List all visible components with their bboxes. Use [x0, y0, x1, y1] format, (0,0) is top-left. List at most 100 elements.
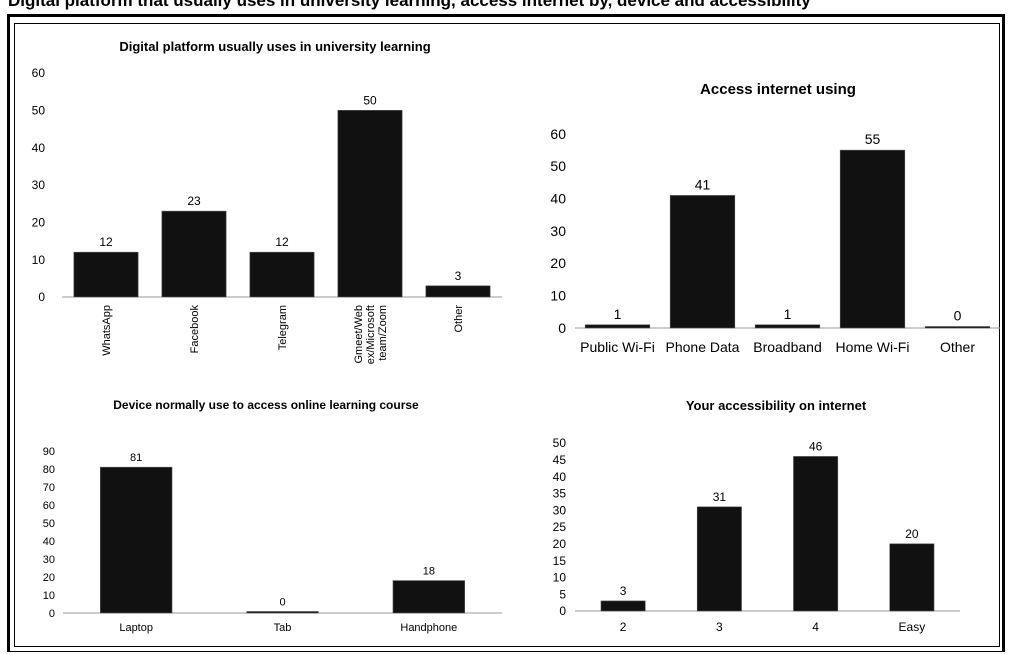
y-tick-label: 70 [43, 482, 55, 494]
y-tick-label: 10 [32, 253, 46, 267]
y-tick-label: 60 [550, 126, 566, 142]
bar [889, 543, 935, 612]
y-tick-label: 50 [550, 158, 566, 174]
bar [793, 456, 839, 612]
category-label: team/Zoom [377, 305, 389, 361]
category-label: 3 [716, 620, 723, 634]
chart-title: Device normally use to access online lea… [113, 398, 419, 412]
y-tick-label: 30 [553, 503, 567, 517]
chart-title: Digital platform usually uses in univers… [119, 39, 430, 54]
figure-caption: Digital platform that usually uses in un… [0, 0, 1009, 14]
y-tick-label: 15 [553, 554, 567, 568]
category-label: Handphone [400, 622, 457, 634]
bar [161, 210, 227, 298]
category-label: ex/Microsoft [365, 305, 377, 364]
category-label: Home Wi-Fi [836, 339, 910, 355]
data-label: 18 [423, 566, 435, 578]
bar [246, 611, 319, 614]
y-tick-label: 40 [550, 191, 566, 207]
bar [392, 580, 465, 614]
y-tick-label: 35 [553, 487, 567, 501]
y-tick-label: 80 [43, 464, 55, 476]
data-label: 50 [363, 93, 377, 107]
data-label: 1 [614, 306, 622, 322]
data-label: 20 [905, 527, 919, 541]
y-tick-label: 60 [43, 500, 55, 512]
category-label: Tab [274, 622, 292, 634]
category-label: 4 [812, 620, 819, 634]
category-label: 2 [620, 620, 627, 634]
bar [337, 110, 403, 298]
figure-frame [7, 14, 1005, 652]
y-tick-label: 20 [32, 216, 46, 230]
y-tick-label: 0 [558, 320, 566, 336]
y-tick-label: 5 [559, 587, 566, 601]
chart-accessibility: Your accessibility on internet0510152025… [553, 398, 960, 634]
data-label: 0 [954, 308, 962, 324]
data-label: 31 [713, 490, 727, 504]
y-tick-label: 50 [32, 104, 46, 118]
data-label: 23 [187, 194, 201, 208]
figure-inner-border [14, 23, 1000, 647]
category-label: Public Wi-Fi [580, 339, 655, 355]
y-tick-label: 40 [553, 470, 567, 484]
bar [669, 195, 736, 329]
y-tick-label: 40 [43, 536, 55, 548]
y-tick-label: 50 [553, 436, 567, 450]
category-label: Broadband [753, 339, 822, 355]
figure-caption-text: Digital platform that usually uses in un… [8, 0, 811, 10]
bar [924, 326, 991, 329]
category-label: Phone Data [666, 339, 740, 355]
data-label: 12 [99, 235, 113, 249]
y-tick-label: 30 [32, 178, 46, 192]
y-tick-label: 40 [32, 141, 46, 155]
y-tick-label: 45 [553, 453, 567, 467]
y-tick-label: 20 [553, 537, 567, 551]
bar [73, 251, 139, 298]
chart-digital-platform: Digital platform usually uses in univers… [32, 39, 502, 364]
y-tick-label: 0 [559, 604, 566, 618]
data-label: 3 [455, 269, 462, 283]
y-tick-label: 10 [553, 571, 567, 585]
category-label: Other [453, 305, 465, 333]
y-tick-label: 10 [550, 288, 566, 304]
category-label: Gmeet/Web [353, 305, 365, 364]
bar [425, 285, 491, 298]
y-tick-label: 20 [43, 572, 55, 584]
y-tick-label: 60 [32, 66, 46, 80]
data-label: 12 [275, 235, 289, 249]
bar [584, 324, 651, 329]
category-label: Facebook [189, 305, 201, 354]
category-label: Telegram [277, 305, 289, 350]
data-label: 81 [130, 452, 142, 464]
chart-device: Device normally use to access online lea… [43, 398, 502, 634]
data-label: 55 [865, 131, 881, 147]
data-label: 0 [279, 597, 285, 609]
bar [754, 324, 821, 329]
data-label: 1 [784, 306, 792, 322]
bar [249, 251, 315, 298]
y-tick-label: 90 [43, 446, 55, 458]
y-tick-label: 30 [43, 554, 55, 566]
y-tick-label: 10 [43, 590, 55, 602]
chart-access-internet: Access internet using01020304050601Publi… [550, 81, 1000, 355]
y-tick-label: 30 [550, 223, 566, 239]
bar [839, 149, 906, 329]
bar [600, 600, 646, 612]
chart-title: Your accessibility on internet [686, 398, 867, 413]
data-label: 46 [809, 439, 823, 453]
bar [696, 506, 742, 612]
bar [100, 466, 173, 614]
y-tick-label: 20 [550, 255, 566, 271]
y-tick-label: 0 [49, 608, 55, 620]
y-tick-label: 50 [43, 518, 55, 530]
chart-title: Access internet using [700, 81, 856, 98]
category-label: Other [940, 339, 975, 355]
category-label: WhatsApp [101, 305, 113, 356]
y-tick-label: 0 [38, 290, 45, 304]
data-label: 41 [695, 176, 711, 192]
data-label: 3 [620, 584, 627, 598]
y-tick-label: 25 [553, 520, 567, 534]
category-label: Easy [899, 620, 926, 634]
